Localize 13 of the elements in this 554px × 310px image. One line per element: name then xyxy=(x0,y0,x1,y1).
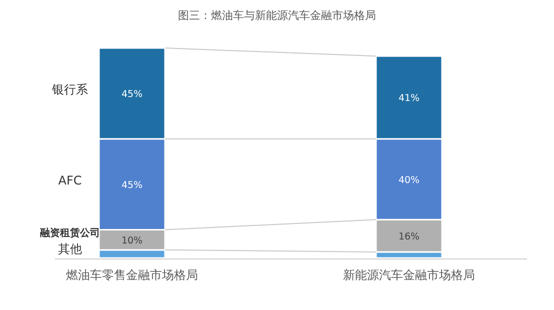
data-label: 40% xyxy=(398,174,420,186)
series-label: AFC xyxy=(58,173,82,188)
x-tick-label: 燃油车零售金融市场格局 xyxy=(66,268,198,282)
series-label: 银行系 xyxy=(51,82,88,96)
data-label: 10% xyxy=(121,235,143,246)
series-label: 其他 xyxy=(58,242,82,256)
data-label: 45% xyxy=(121,88,143,100)
chart-title: 图三：燃油车与新能源汽车金融市场格局 xyxy=(178,9,376,22)
series-label: 融资租赁公司 xyxy=(40,227,100,239)
data-label: 41% xyxy=(398,92,420,104)
data-label: 45% xyxy=(121,180,143,191)
x-tick-label: 新能源汽车金融市场格局 xyxy=(343,268,475,282)
data-label: 16% xyxy=(398,231,420,242)
